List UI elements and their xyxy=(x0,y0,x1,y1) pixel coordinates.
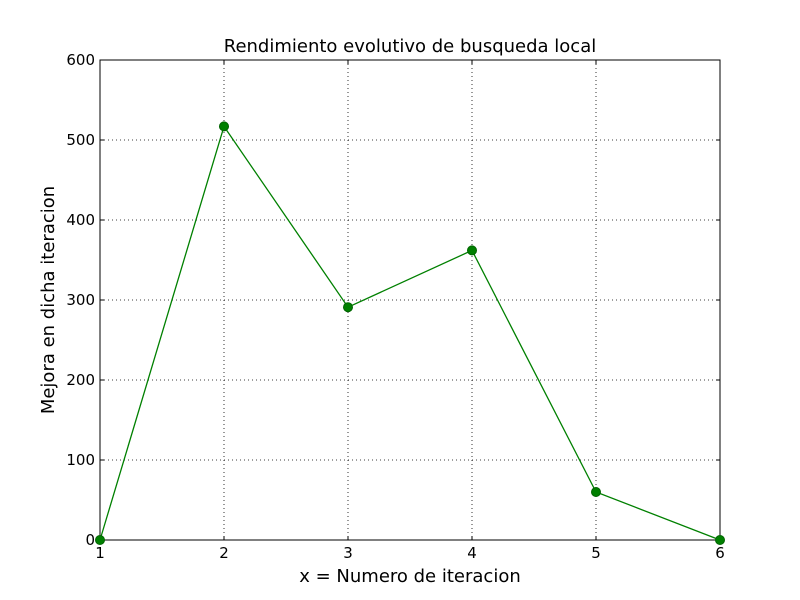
data-point xyxy=(591,487,601,497)
x-axis-title: x = Numero de iteracion xyxy=(299,566,521,587)
y-tick-label: 500 xyxy=(66,131,95,149)
data-point xyxy=(219,121,229,132)
x-tick-label: 6 xyxy=(715,544,725,562)
x-tick-label: 5 xyxy=(591,544,601,562)
data-point xyxy=(343,302,353,313)
x-tick-label: 2 xyxy=(219,544,229,562)
y-tick-labels: 0 100 200 300 400 500 600 xyxy=(66,51,95,549)
data-point xyxy=(467,245,477,256)
series-line xyxy=(99,124,721,541)
y-tick-label: 600 xyxy=(66,51,95,69)
y-axis-title: Mejora en dicha iteracion xyxy=(38,186,59,414)
x-tick-label: 3 xyxy=(343,544,353,562)
y-tick-label: 100 xyxy=(66,451,95,469)
y-tick-label: 200 xyxy=(66,371,95,389)
data-point xyxy=(715,535,725,545)
y-tick-label: 400 xyxy=(66,211,95,229)
grid-lines xyxy=(99,59,721,541)
x-tick-labels: 1 2 3 4 5 6 xyxy=(95,544,725,562)
data-series xyxy=(95,121,725,545)
y-tick-label: 0 xyxy=(85,531,95,549)
y-tick-label: 300 xyxy=(66,291,95,309)
chart-title: Rendimiento evolutivo de busqueda local xyxy=(224,36,596,57)
x-tick-label: 4 xyxy=(467,544,477,562)
x-tick-label: 1 xyxy=(95,544,105,562)
data-point xyxy=(95,535,105,545)
